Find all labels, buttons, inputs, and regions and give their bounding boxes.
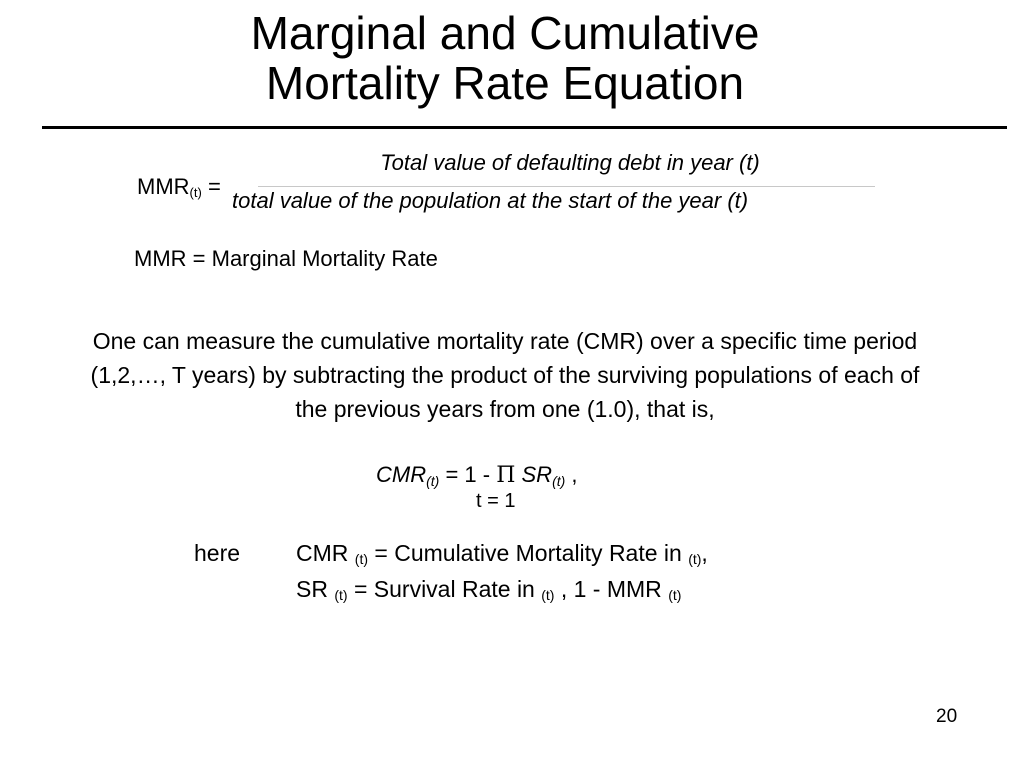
- sr-legend-line: SR (t) = Survival Rate in (t) , 1 - MMR …: [296, 576, 681, 603]
- title-line-1: Marginal and Cumulative: [250, 7, 760, 59]
- sr-legend-sub: (t): [334, 587, 348, 603]
- where-lead: here: [194, 540, 241, 566]
- mmr-lhs: MMR(t) =: [137, 174, 221, 200]
- cmr-legend-line: CMR (t) = Cumulative Mortality Rate in (…: [296, 540, 708, 567]
- mmr-equals: =: [201, 174, 221, 199]
- slide-title: Marginal and Cumulative Mortality Rate E…: [0, 8, 1010, 108]
- cmr-symbol: CMR: [376, 462, 427, 487]
- fraction-bar: [258, 186, 875, 187]
- cmr-legend-sub2: (t): [688, 551, 702, 567]
- product-symbol: Π: [496, 463, 516, 488]
- cmr-legend-pre: CMR: [296, 540, 355, 566]
- mmr-numerator: Total value of defaulting debt in year (…: [380, 150, 760, 175]
- mmr-symbol: MMR: [137, 174, 190, 199]
- title-divider: [42, 126, 1007, 129]
- cmr-legend-sub: (t): [354, 551, 368, 567]
- cmr-middle: = 1 -: [439, 462, 497, 487]
- cmr-legend-post: ,: [701, 540, 708, 566]
- product-lower-limit: t = 1: [476, 490, 516, 512]
- sr-subscript: (t): [552, 473, 566, 489]
- sr-legend-pre: SR: [296, 576, 335, 602]
- cmr-subscript: (t): [426, 473, 440, 489]
- sr-legend-sub2: (t): [541, 587, 555, 603]
- cmr-legend-mid: = Cumulative Mortality Rate in: [368, 540, 689, 566]
- cmr-paragraph: One can measure the cumulative mortality…: [90, 328, 920, 422]
- title-line-2: Mortality Rate Equation: [265, 57, 745, 109]
- mmr-denominator: total value of the population at the sta…: [232, 188, 749, 213]
- mmr-subscript: (t): [189, 185, 202, 200]
- sr-legend-mid: = Survival Rate in: [347, 576, 542, 602]
- page-number: 20: [936, 706, 958, 727]
- sr-symbol: SR: [515, 462, 553, 487]
- sr-legend-mid2: , 1 - MMR: [554, 576, 669, 602]
- cmr-trailing: ,: [565, 462, 578, 487]
- sr-legend-sub3: (t): [668, 587, 682, 603]
- cmr-equation: CMR(t) = 1 - Π SR(t) ,: [376, 462, 578, 489]
- mmr-definition: MMR = Marginal Mortality Rate: [134, 246, 438, 271]
